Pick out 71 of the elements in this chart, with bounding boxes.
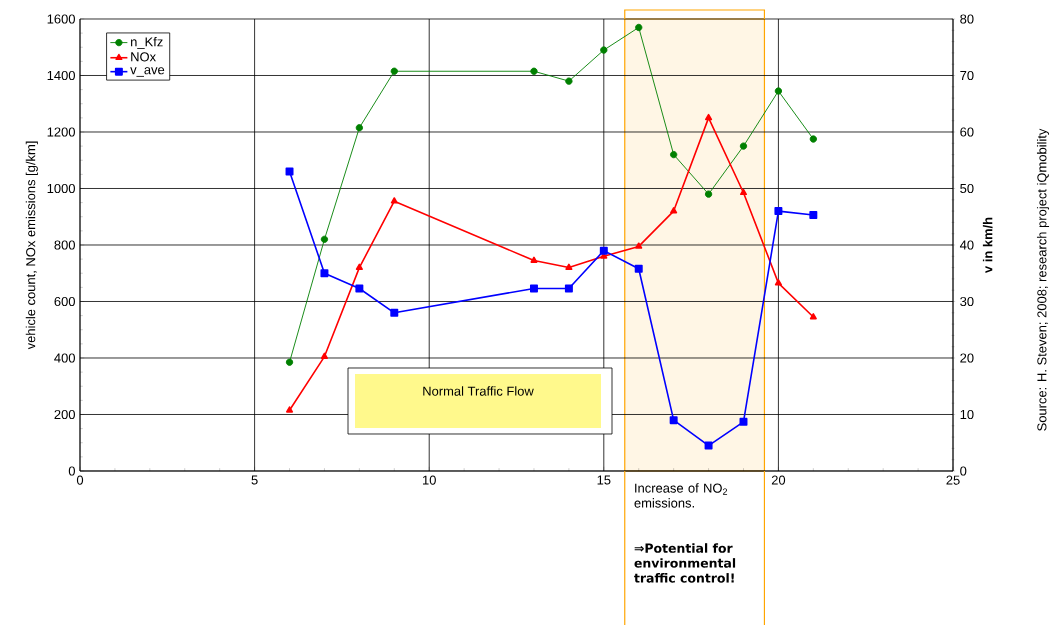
y2-tick-label: 10 <box>960 410 974 420</box>
point <box>320 352 329 360</box>
source-note: Source: H. Steven; 2008; research project iQmobility <box>1036 128 1050 432</box>
point <box>809 135 817 143</box>
point <box>774 87 783 95</box>
point <box>355 263 363 271</box>
legend-label: NOx <box>131 52 156 62</box>
point <box>739 142 748 150</box>
point <box>530 67 538 76</box>
x-tick-label: 10 <box>422 475 436 485</box>
point <box>355 124 363 132</box>
point <box>704 190 713 198</box>
y2-tick-label: 70 <box>960 71 974 81</box>
point <box>809 211 818 220</box>
y2-tick-label: 20 <box>960 353 974 363</box>
point <box>564 284 573 293</box>
y-tick-label: 800 <box>54 240 75 250</box>
point <box>670 151 678 159</box>
point <box>285 358 294 367</box>
y-tick-label: 200 <box>54 410 75 420</box>
legend-label: v_ave <box>130 67 165 77</box>
y-tick-label: 1200 <box>47 127 75 137</box>
x-tick-label: 0 <box>76 475 84 485</box>
y2-tick-label: 40 <box>959 240 974 250</box>
point <box>635 242 643 249</box>
point <box>285 406 294 413</box>
point <box>285 167 294 176</box>
point <box>599 246 608 255</box>
x-tick-label: 20 <box>771 475 786 485</box>
point <box>530 256 538 264</box>
point <box>774 207 783 216</box>
y-tick-label: 1000 <box>47 184 75 194</box>
y2-tick-label: 60 <box>960 127 974 137</box>
y-tick-label: 1600 <box>47 14 75 24</box>
text: Increase of NO$_{2}$ emissions. <box>634 483 728 508</box>
y-tick-label: 0 <box>68 466 75 476</box>
point <box>320 235 329 244</box>
y-tick-label: 600 <box>54 297 75 307</box>
x-tick-label: 25 <box>946 475 960 485</box>
point <box>739 188 748 196</box>
y-tick-label: 1400 <box>47 71 75 81</box>
y2-tick-label: 50 <box>960 184 974 194</box>
y2-tick-label: 80 <box>960 14 974 24</box>
annotation: Normal Traffic Flow <box>423 386 534 396</box>
y2-tick-label: 30 <box>960 297 974 307</box>
point <box>355 284 364 293</box>
x-tick-label: 15 <box>597 475 611 485</box>
point <box>565 77 573 85</box>
y2-axis-title: v in km/h <box>982 217 993 274</box>
point <box>635 24 643 32</box>
point <box>809 313 817 320</box>
y-axis-title: vehicle count, NOx emissions [g/km] <box>25 141 38 350</box>
point <box>600 46 608 54</box>
text: ⇒Potential for environmental traffic control! <box>634 543 736 583</box>
point <box>634 264 643 273</box>
point <box>529 284 538 293</box>
point <box>320 269 329 278</box>
y2-tick-label: 0 <box>960 466 967 476</box>
point <box>705 114 713 121</box>
legend-label: n_Kfz <box>131 37 163 50</box>
point <box>774 279 782 286</box>
point <box>739 418 748 427</box>
point <box>390 197 398 204</box>
point <box>704 441 713 450</box>
point <box>669 416 678 425</box>
x-tick-label: 5 <box>251 475 258 485</box>
point <box>565 263 573 271</box>
point <box>390 309 399 317</box>
point <box>670 207 678 214</box>
point <box>390 67 398 76</box>
y-tick-label: 400 <box>54 353 75 363</box>
